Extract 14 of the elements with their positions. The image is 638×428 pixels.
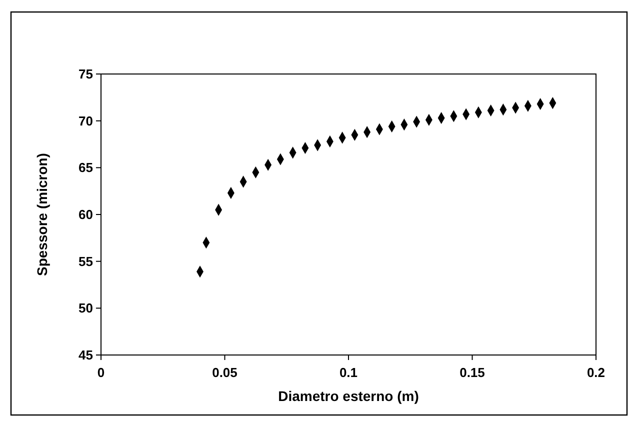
- y-tick-label: 50: [78, 300, 93, 316]
- y-tick-label: 45: [78, 348, 93, 363]
- x-tick-label: 0.05: [212, 365, 238, 380]
- y-tick-label: 70: [78, 113, 93, 128]
- x-tick-label: 0.2: [586, 365, 606, 380]
- x-axis-title: Diametro esterno (m): [278, 388, 419, 404]
- x-tick-label: 0: [97, 365, 105, 380]
- y-tick-label: 60: [78, 207, 93, 222]
- y-tick-label: 75: [78, 66, 93, 82]
- x-tick-label: 0.1: [339, 365, 358, 380]
- y-tick-label: 55: [78, 254, 93, 269]
- y-tick-label: 65: [78, 160, 93, 176]
- x-tick-label: 0.15: [460, 365, 485, 380]
- y-axis-title: Spessore (micron): [34, 153, 50, 276]
